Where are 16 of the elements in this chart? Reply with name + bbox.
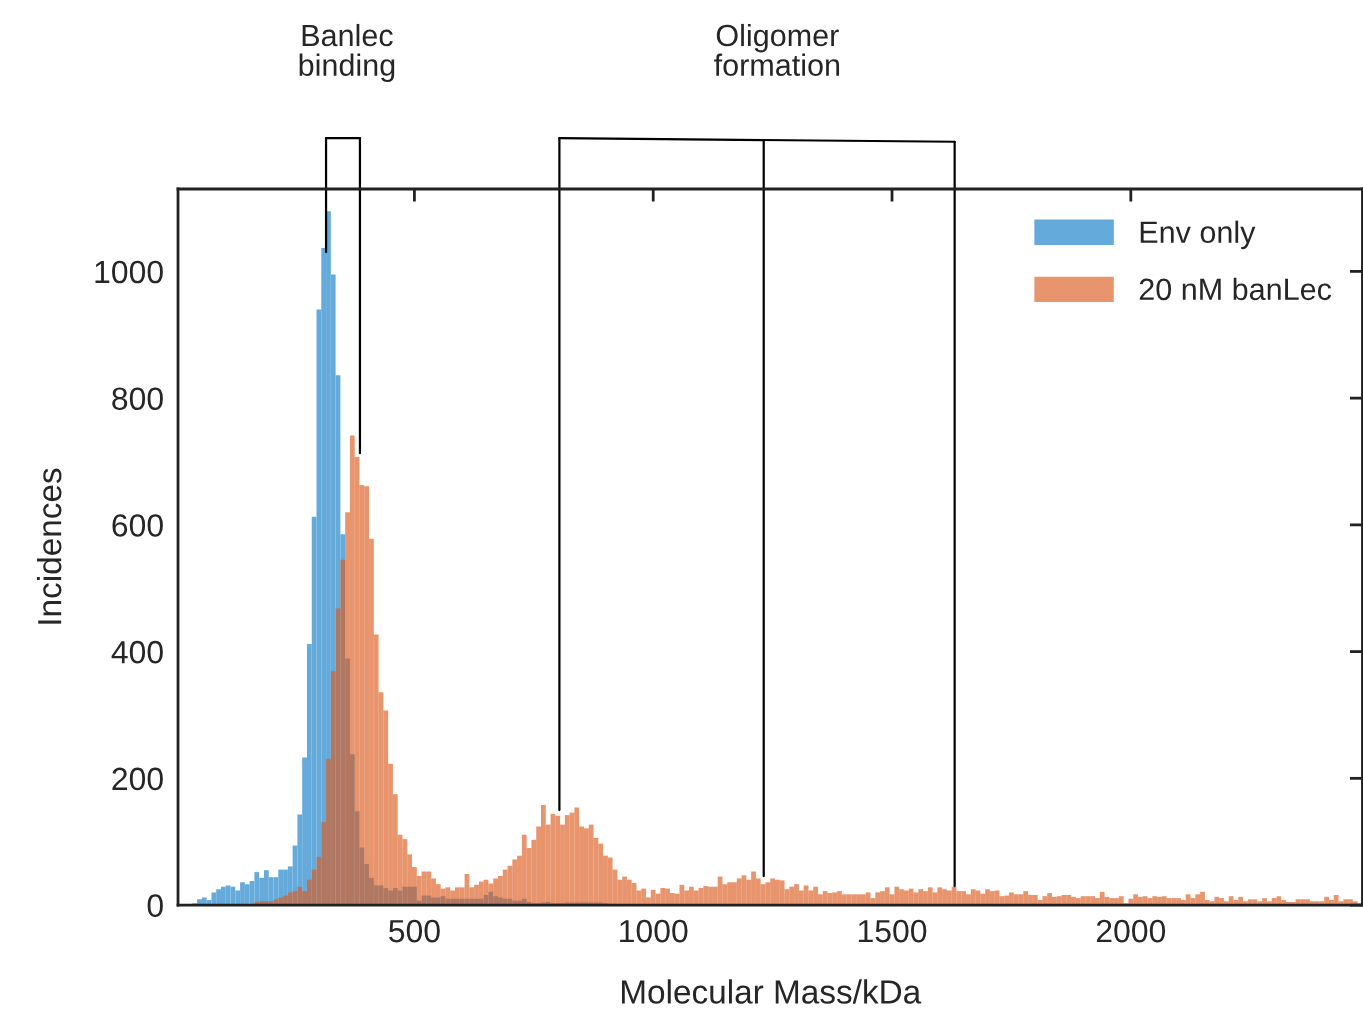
legend-label: Env only xyxy=(1140,220,1256,250)
y-tick-label: 1000 xyxy=(95,260,163,284)
y-tick-label: 200 xyxy=(112,767,163,791)
x-tick-label: 1000 xyxy=(620,919,688,943)
x-axis-title: Molecular Mass/kDa xyxy=(622,979,922,1004)
y-tick-label: 600 xyxy=(112,514,163,537)
text: Banlec binding xyxy=(299,23,395,82)
text: Oligomer formation xyxy=(714,23,840,76)
y-tick-label: 800 xyxy=(112,387,163,411)
y-tick-label: 400 xyxy=(111,640,163,664)
y-tick-label: 0 xyxy=(147,894,163,917)
y-axis-title: Incidences xyxy=(36,468,62,624)
x-tick-label: 2000 xyxy=(1096,919,1166,943)
legend-label: 20 nM banLec xyxy=(1139,277,1332,301)
x-tick-label: 1500 xyxy=(858,919,927,943)
x-tick-label: 500 xyxy=(389,919,440,943)
